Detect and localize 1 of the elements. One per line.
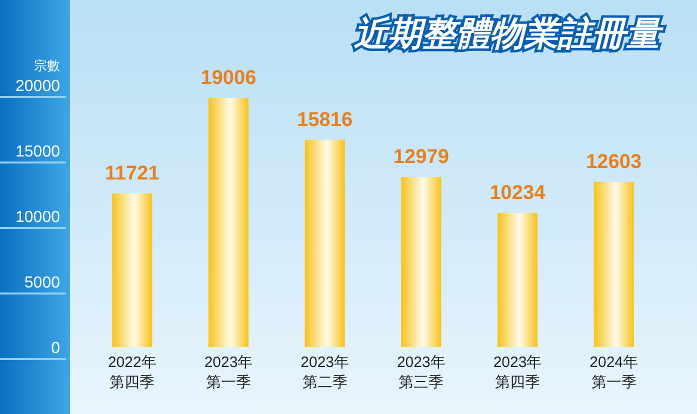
ylabel: 宗數 — [34, 58, 60, 73]
